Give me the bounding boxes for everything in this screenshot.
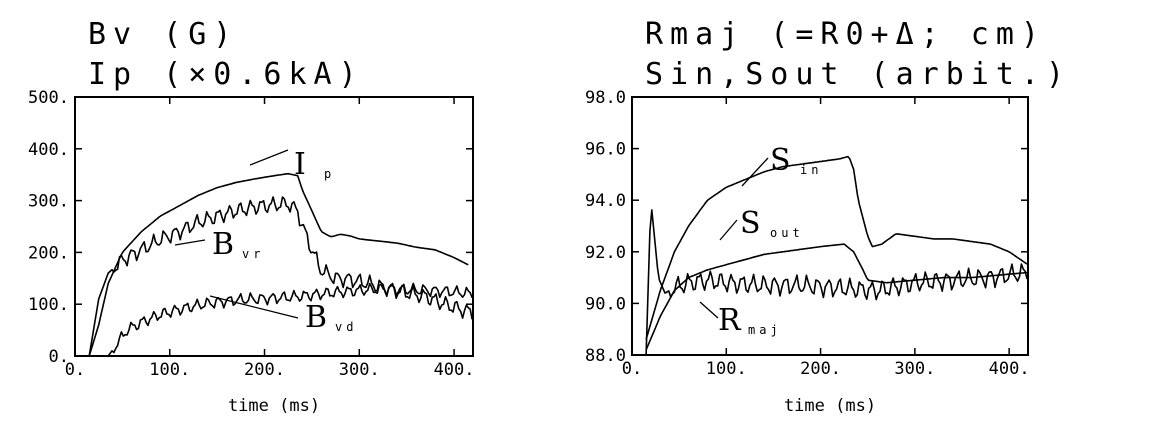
left-series-bvd bbox=[98, 282, 473, 356]
left-label-ip: I bbox=[294, 147, 306, 182]
right-y-tick-label: 94.0 bbox=[585, 191, 626, 211]
left-y-tick-label: 400. bbox=[28, 140, 69, 160]
left-label-sub-bvd: vd bbox=[335, 320, 357, 334]
left-y-tick-label: 0. bbox=[49, 347, 69, 367]
right-x-tick-label: 300. bbox=[894, 359, 935, 379]
chart-left: Bv (G) Ip (×0.6kA) time (ms) 0. 100. 200. 3… bbox=[28, 17, 474, 416]
left-y-tick-label: 200. bbox=[28, 243, 69, 263]
left-x-tick-label: 400. bbox=[434, 360, 475, 380]
right-title-line-2: Sin,Sout (arbit.) bbox=[645, 57, 1071, 92]
right-y-tick-label: 96.0 bbox=[585, 140, 626, 160]
left-series-ip bbox=[88, 172, 469, 356]
right-x-tick-label: 200. bbox=[800, 359, 841, 379]
right-x-tick-label: 100. bbox=[706, 359, 747, 379]
left-label-bvd: B bbox=[305, 300, 327, 335]
right-x-axis-label: time (ms) bbox=[784, 396, 876, 416]
left-x-tick-label: 100. bbox=[149, 360, 190, 380]
left-label-sub-ip: p bbox=[324, 167, 335, 181]
left-title-line-1: Bv (G) bbox=[88, 17, 238, 52]
right-label-sout: S bbox=[740, 206, 761, 241]
left-y-tick-label: 300. bbox=[28, 192, 69, 212]
right-label-sub-sin: in bbox=[800, 163, 822, 177]
right-series-rmaj bbox=[645, 209, 1028, 355]
chart-right: Rmaj (=R0+Δ; cm) Sin,Sout (arbit.) time … bbox=[585, 17, 1071, 416]
right-leader-sin bbox=[741, 157, 769, 187]
right-y-tick-label: 92.0 bbox=[585, 243, 626, 263]
left-x-tick-label: 200. bbox=[244, 360, 285, 380]
left-y-tick-label: 100. bbox=[28, 295, 69, 315]
right-leader-sout bbox=[719, 219, 738, 241]
left-plot-frame bbox=[74, 96, 474, 357]
right-leader-rmaj bbox=[699, 301, 719, 319]
right-label-sub-rmaj: maj bbox=[748, 323, 782, 337]
right-x-tick-label: 400. bbox=[989, 359, 1030, 379]
left-y-tick-label: 500. bbox=[28, 88, 69, 108]
left-x-tick-label: 0. bbox=[65, 360, 85, 380]
left-leader-bvr bbox=[174, 239, 206, 246]
left-leader-ip bbox=[249, 149, 289, 166]
right-label-sin: S bbox=[770, 143, 791, 178]
left-x-axis-label: time (ms) bbox=[228, 396, 320, 416]
left-label-bvr: B bbox=[212, 227, 234, 262]
right-y-tick-label: 98.0 bbox=[585, 88, 626, 108]
right-label-rmaj: R bbox=[718, 303, 742, 338]
right-series-sin bbox=[645, 155, 1028, 340]
left-title-line-2: Ip (×0.6kA) bbox=[88, 57, 364, 92]
right-y-tick-label: 90.0 bbox=[585, 294, 626, 314]
left-label-sub-bvr: vr bbox=[242, 247, 264, 261]
left-leader-bvd bbox=[209, 295, 299, 319]
right-label-sub-sout: out bbox=[770, 226, 804, 240]
left-x-tick-label: 300. bbox=[339, 360, 380, 380]
right-x-tick-label: 0. bbox=[622, 359, 642, 379]
left-series-bvr bbox=[88, 196, 473, 356]
right-title-line-1: Rmaj (=R0+Δ; cm) bbox=[645, 17, 1046, 52]
right-y-tick-label: 88.0 bbox=[585, 346, 626, 366]
right-plot-frame bbox=[631, 96, 1029, 356]
right-series-sout bbox=[645, 243, 1028, 351]
